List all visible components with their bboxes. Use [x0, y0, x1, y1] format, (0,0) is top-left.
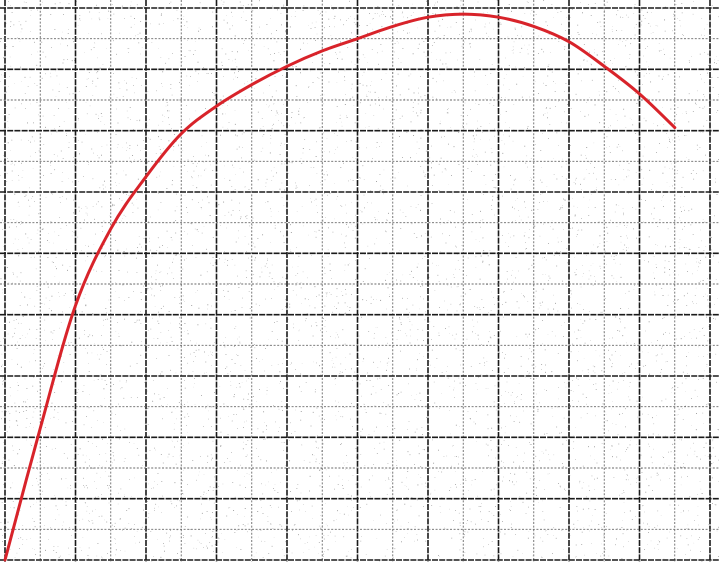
series-line-0 [3, 12, 677, 562]
series-layer [3, 12, 677, 562]
